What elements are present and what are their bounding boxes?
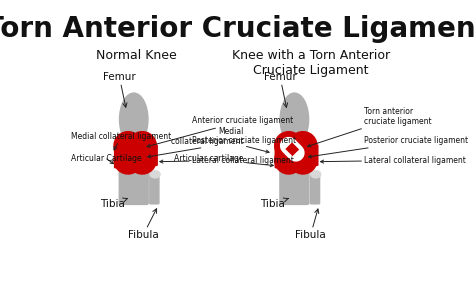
Ellipse shape: [150, 171, 160, 178]
Ellipse shape: [280, 93, 309, 146]
Ellipse shape: [115, 133, 135, 154]
Text: Torn anterior
cruciate ligament: Torn anterior cruciate ligament: [308, 107, 432, 147]
Ellipse shape: [276, 160, 313, 170]
Text: Posterior cruciate ligament: Posterior cruciate ligament: [309, 136, 468, 158]
Ellipse shape: [129, 142, 138, 154]
Text: Medial collateral ligament: Medial collateral ligament: [71, 132, 172, 150]
Text: Knee with a Torn Anterior
Cruciate Ligament: Knee with a Torn Anterior Cruciate Ligam…: [232, 49, 390, 77]
Text: Articular Cartilage: Articular Cartilage: [71, 154, 142, 164]
Text: Posterior cruciate ligament: Posterior cruciate ligament: [148, 136, 296, 158]
Text: Tibia: Tibia: [100, 198, 128, 209]
Text: Fibula: Fibula: [128, 209, 159, 240]
FancyBboxPatch shape: [310, 174, 319, 204]
Ellipse shape: [290, 142, 299, 154]
Text: Anterior cruciate ligament: Anterior cruciate ligament: [147, 116, 293, 147]
Ellipse shape: [311, 171, 321, 178]
Text: Articular cartilage: Articular cartilage: [174, 154, 273, 167]
Text: Normal Knee: Normal Knee: [96, 49, 177, 62]
Text: Tibia: Tibia: [260, 198, 288, 209]
Text: Lateral collateral ligament: Lateral collateral ligament: [160, 156, 294, 165]
Text: Fibula: Fibula: [295, 209, 326, 240]
Ellipse shape: [119, 93, 148, 146]
FancyBboxPatch shape: [115, 143, 121, 168]
Ellipse shape: [134, 133, 151, 154]
Text: Femur: Femur: [264, 72, 297, 107]
Text: Medial
collateral ligament: Medial collateral ligament: [171, 127, 269, 153]
Ellipse shape: [276, 133, 296, 154]
Ellipse shape: [115, 160, 152, 170]
FancyBboxPatch shape: [280, 154, 309, 204]
FancyBboxPatch shape: [275, 143, 282, 168]
Text: Femur: Femur: [103, 72, 136, 107]
FancyBboxPatch shape: [119, 154, 148, 204]
Text: Torn Anterior Cruciate Ligament: Torn Anterior Cruciate Ligament: [0, 15, 474, 43]
Text: Lateral collateral ligament: Lateral collateral ligament: [320, 156, 466, 165]
FancyBboxPatch shape: [151, 145, 157, 165]
Ellipse shape: [294, 133, 311, 154]
FancyBboxPatch shape: [150, 174, 159, 204]
FancyBboxPatch shape: [311, 145, 318, 165]
